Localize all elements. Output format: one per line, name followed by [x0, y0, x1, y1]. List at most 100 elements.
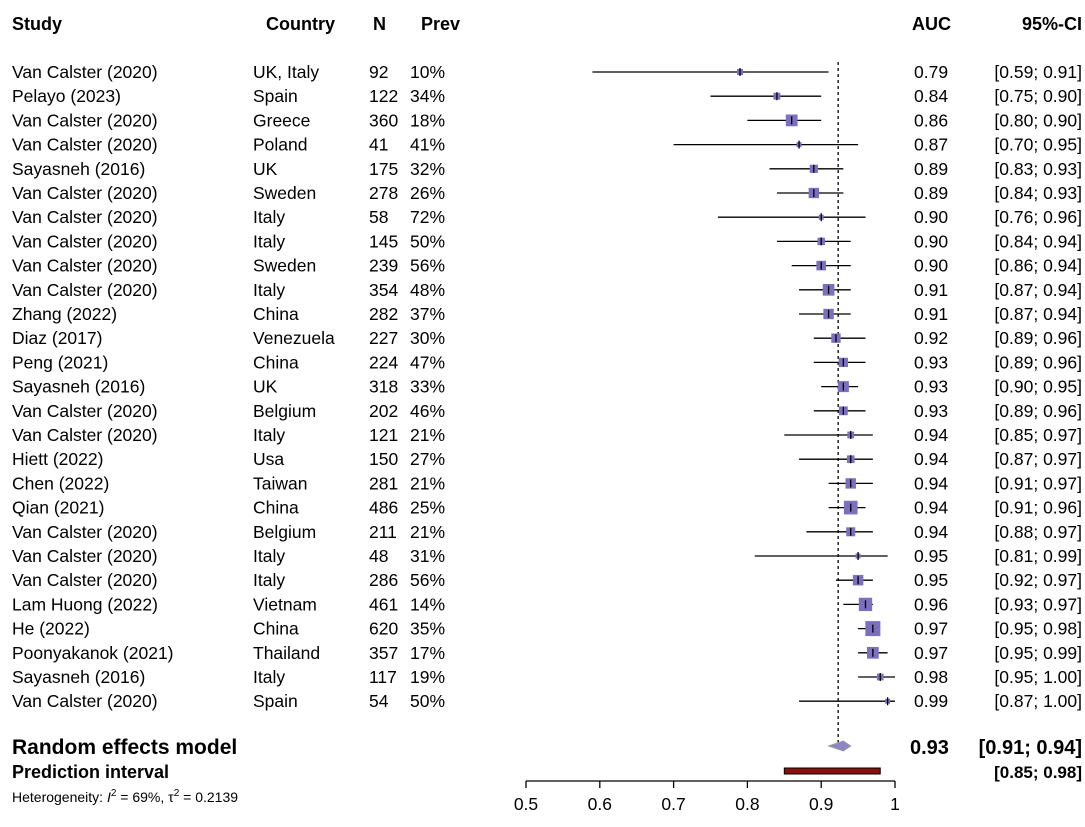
study-name: Hiett (2022) [12, 449, 103, 469]
study-n: 224 [369, 352, 398, 372]
study-name: Peng (2021) [12, 352, 108, 372]
study-row: Van Calster (2020) Poland 41 41% 0.87 [0.70; … [12, 135, 1082, 155]
study-auc: 0.91 [914, 280, 948, 300]
study-name: Van Calster (2020) [12, 256, 158, 276]
study-name: Lam Huong (2022) [12, 594, 158, 614]
study-auc: 0.93 [914, 352, 948, 372]
study-n: 357 [369, 643, 398, 663]
study-row: Van Calster (2020) Sweden 278 26% 0.89 [0.84;… [12, 183, 1082, 203]
study-name: Van Calster (2020) [12, 135, 158, 155]
study-ci: [0.84; 0.93] [994, 183, 1082, 203]
study-country: Venezuela [253, 328, 335, 348]
study-country: Poland [253, 135, 308, 155]
study-row: Van Calster (2020) Belgium 211 21% 0.94 [0.88… [12, 522, 1082, 542]
study-row: Pelayo (2023) Spain 122 34% 0.84 [0.75; 0.90] [12, 86, 1082, 106]
study-n: 461 [369, 594, 398, 614]
study-name: Van Calster (2020) [12, 401, 158, 421]
study-n: 122 [369, 86, 398, 106]
header-study: Study [12, 14, 62, 34]
x-tick-label: 0.6 [588, 794, 612, 814]
study-ci: [0.95; 0.99] [994, 643, 1082, 663]
study-n: 286 [369, 570, 398, 590]
study-row: Van Calster (2020) Italy 286 56% 0.95 [0.92; … [12, 570, 1082, 590]
study-row: Van Calster (2020) Greece 360 18% 0.86 [0.80;… [12, 110, 1082, 130]
study-row: Chen (2022) Taiwan 281 21% 0.94 [0.91; 0.97] [12, 473, 1082, 493]
study-n: 58 [369, 207, 388, 227]
study-row: Qian (2021) China 486 25% 0.94 [0.91; 0.96] [12, 498, 1082, 518]
study-n: 239 [369, 256, 398, 276]
study-country: Taiwan [253, 473, 307, 493]
study-name: Van Calster (2020) [12, 522, 158, 542]
study-auc: 0.87 [914, 135, 948, 155]
header-row: Study Country N Prev AUC 95%-CI [12, 14, 1082, 34]
study-row: Van Calster (2020) Belgium 202 46% 0.93 [0.89… [12, 401, 1082, 421]
header-ci: 95%-CI [1022, 14, 1082, 34]
study-country: Belgium [253, 401, 316, 421]
study-name: Van Calster (2020) [12, 570, 158, 590]
study-auc: 0.89 [914, 159, 948, 179]
study-name: He (2022) [12, 619, 90, 639]
study-ci: [0.89; 0.96] [994, 401, 1082, 421]
study-auc: 0.94 [914, 425, 948, 445]
study-auc: 0.93 [914, 377, 948, 397]
study-name: Van Calster (2020) [12, 110, 158, 130]
study-ci: [0.92; 0.97] [994, 570, 1082, 590]
study-prev: 56% [410, 256, 445, 276]
study-prev: 30% [410, 328, 445, 348]
header-country: Country [266, 14, 335, 34]
study-n: 92 [369, 62, 388, 82]
study-prev: 21% [410, 473, 445, 493]
study-name: Diaz (2017) [12, 328, 102, 348]
study-ci: [0.91; 0.97] [994, 473, 1082, 493]
study-ci: [0.59; 0.91] [994, 62, 1082, 82]
study-ci: [0.87; 0.94] [994, 304, 1082, 324]
study-name: Van Calster (2020) [12, 183, 158, 203]
study-auc: 0.79 [914, 62, 948, 82]
x-tick-label: 0.8 [735, 794, 759, 814]
study-name: Zhang (2022) [12, 304, 117, 324]
study-prev: 56% [410, 570, 445, 590]
study-n: 48 [369, 546, 388, 566]
study-auc: 0.97 [914, 619, 948, 639]
summary-ci: [0.91; 0.94] [979, 737, 1082, 759]
study-country: Sweden [253, 183, 316, 203]
study-auc: 0.98 [914, 667, 948, 687]
study-row: He (2022) China 620 35% 0.97 [0.95; 0.98] [12, 619, 1082, 639]
prediction-ci: [0.85; 0.98] [994, 763, 1082, 782]
study-row: Van Calster (2020) Italy 145 50% 0.90 [0.84; … [12, 231, 1082, 251]
study-ci: [0.88; 0.97] [994, 522, 1082, 542]
study-prev: 35% [410, 619, 445, 639]
study-auc: 0.99 [914, 691, 948, 711]
study-n: 121 [369, 425, 398, 445]
study-ci: [0.90; 0.95] [994, 377, 1082, 397]
study-name: Van Calster (2020) [12, 231, 158, 251]
study-n: 318 [369, 377, 398, 397]
study-prev: 37% [410, 304, 445, 324]
study-name: Van Calster (2020) [12, 691, 158, 711]
study-row: Van Calster (2020) Italy 58 72% 0.90 [0.76; 0… [12, 207, 1082, 227]
study-row: Zhang (2022) China 282 37% 0.91 [0.87; 0.94] [12, 304, 1082, 324]
study-auc: 0.86 [914, 110, 948, 130]
study-name: Sayasneh (2016) [12, 667, 145, 687]
x-axis: 0.5 0.6 0.7 0.8 0.9 1 [514, 780, 900, 814]
study-auc: 0.90 [914, 256, 948, 276]
study-prev: 19% [410, 667, 445, 687]
study-n: 281 [369, 473, 398, 493]
study-prev: 47% [410, 352, 445, 372]
study-ci: [0.70; 0.95] [994, 135, 1082, 155]
heterogeneity-text: Heterogeneity: I2 = 69%, τ2 = 0.2139 [12, 788, 238, 805]
study-n: 486 [369, 498, 398, 518]
study-country: UK [253, 159, 278, 179]
study-n: 117 [369, 667, 397, 687]
study-prev: 48% [410, 280, 445, 300]
study-country: Usa [253, 449, 284, 469]
header-auc: AUC [912, 14, 951, 34]
study-row: Sayasneh (2016) Italy 117 19% 0.98 [0.95; 1.0… [12, 667, 1082, 687]
study-row: Diaz (2017) Venezuela 227 30% 0.92 [0.89; 0.9… [12, 328, 1082, 348]
study-country: Vietnam [253, 594, 317, 614]
study-auc: 0.94 [914, 522, 948, 542]
study-auc: 0.84 [914, 86, 948, 106]
summary-diamond [827, 740, 852, 752]
prediction-label: Prediction interval [12, 762, 169, 782]
study-country: Italy [253, 231, 285, 251]
